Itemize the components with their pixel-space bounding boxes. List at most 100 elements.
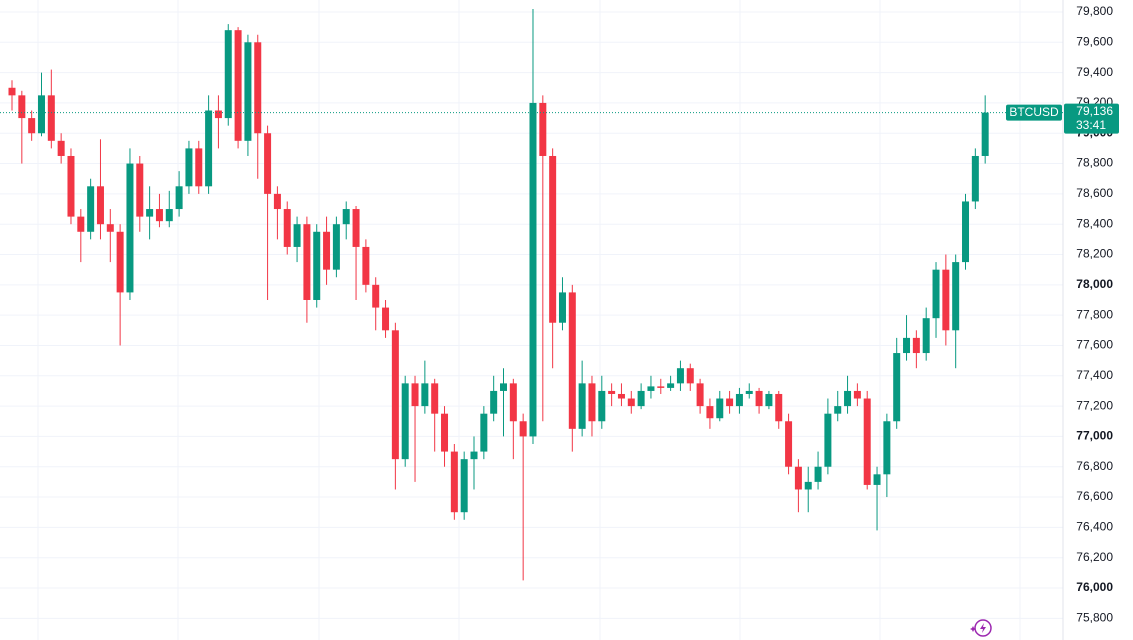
- candle-body: [824, 413, 832, 467]
- candle-body: [264, 133, 272, 194]
- candle-body: [8, 87, 16, 96]
- candle-body: [932, 269, 940, 319]
- countdown: 33:41: [1076, 118, 1106, 132]
- candle-body: [254, 42, 262, 134]
- y-tick-label: 75,800: [1076, 610, 1113, 624]
- candle-body: [67, 155, 75, 217]
- candle-body: [922, 318, 930, 354]
- candle-body: [136, 163, 144, 217]
- candle-body: [37, 95, 45, 134]
- candle-body: [726, 398, 734, 407]
- candle-body: [500, 383, 507, 391]
- candle-body: [971, 155, 979, 202]
- candle-body: [519, 421, 527, 437]
- y-tick-label: 76,800: [1076, 459, 1113, 473]
- candle-body: [952, 262, 960, 331]
- candle-body: [568, 292, 576, 429]
- y-tick-label: 76,600: [1076, 489, 1113, 503]
- candle-body: [942, 269, 950, 331]
- candle-body: [205, 110, 213, 187]
- candle-body: [460, 459, 468, 513]
- candle-body: [735, 393, 743, 407]
- candle-body: [116, 231, 124, 293]
- candle-body: [283, 209, 291, 247]
- candle-body: [608, 390, 616, 394]
- vertical-grid: [37, 0, 1021, 640]
- candle-body: [313, 231, 321, 300]
- candle-body: [332, 224, 340, 270]
- candle-body: [411, 383, 419, 407]
- y-tick-label: 77,400: [1076, 368, 1113, 382]
- candle-body: [165, 209, 173, 222]
- candle-body: [480, 413, 488, 452]
- candle-body: [755, 390, 763, 407]
- candle-body: [224, 30, 232, 119]
- candle-body: [96, 186, 104, 225]
- logo-sparkle: [970, 626, 976, 632]
- candle-body: [814, 466, 822, 482]
- candle-body: [804, 481, 812, 490]
- candle-body: [834, 406, 842, 414]
- candle-body: [106, 224, 114, 232]
- candle-body: [509, 383, 517, 422]
- candle-body: [676, 368, 684, 384]
- logo-ring: [974, 619, 992, 637]
- candle-body: [745, 390, 753, 394]
- candle-body: [529, 102, 537, 437]
- candle-body: [303, 224, 311, 300]
- candle-body: [28, 118, 36, 134]
- y-tick-label: 78,800: [1076, 156, 1113, 170]
- candle-body: [293, 224, 301, 247]
- candle-body: [558, 292, 566, 323]
- candle-body: [765, 393, 773, 407]
- y-tick-label: 77,000: [1076, 429, 1113, 443]
- candle-body: [175, 186, 183, 210]
- candle-body: [696, 383, 704, 407]
- candle-body: [893, 353, 901, 422]
- candle-body: [214, 110, 222, 119]
- candle-body: [598, 390, 606, 422]
- candle-body: [126, 163, 134, 293]
- symbol-name: BTCUSD: [1009, 105, 1059, 119]
- candle-body: [382, 307, 390, 331]
- symbol-tag: [1006, 104, 1062, 121]
- candle-body: [706, 406, 714, 419]
- candle-body: [637, 390, 645, 407]
- candle-body: [549, 155, 557, 323]
- y-tick-label: 79,400: [1076, 65, 1113, 79]
- candle-body: [912, 337, 920, 354]
- candle-body: [716, 398, 724, 419]
- candle-body: [77, 216, 85, 232]
- candle-body: [273, 193, 281, 210]
- y-tick-label: 79,600: [1076, 34, 1113, 48]
- candle-body: [146, 209, 154, 217]
- y-tick-label: 76,200: [1076, 550, 1113, 564]
- candles: [8, 8, 989, 581]
- candle-body: [362, 246, 370, 285]
- candle-body: [352, 209, 360, 247]
- candle-body: [490, 390, 498, 414]
- candle-body: [667, 383, 675, 388]
- candle-body: [794, 466, 802, 490]
- candle-body: [185, 148, 193, 187]
- candle-body: [844, 390, 852, 407]
- candle-body: [539, 102, 547, 156]
- y-tick-label: 78,600: [1076, 186, 1113, 200]
- candle-body: [18, 95, 26, 119]
- candle-body: [873, 474, 881, 485]
- candle-body: [244, 42, 252, 141]
- y-tick-label: 76,000: [1076, 580, 1113, 594]
- candle-body: [962, 201, 970, 263]
- candle-body: [234, 30, 242, 141]
- candle-body: [903, 337, 911, 354]
- candle-body: [401, 383, 409, 460]
- candle-body: [441, 413, 449, 452]
- candle-body: [195, 148, 203, 187]
- candle-body: [47, 95, 55, 141]
- y-tick-label: 77,800: [1076, 307, 1113, 321]
- candle-body: [155, 209, 163, 222]
- candle-body: [450, 451, 458, 513]
